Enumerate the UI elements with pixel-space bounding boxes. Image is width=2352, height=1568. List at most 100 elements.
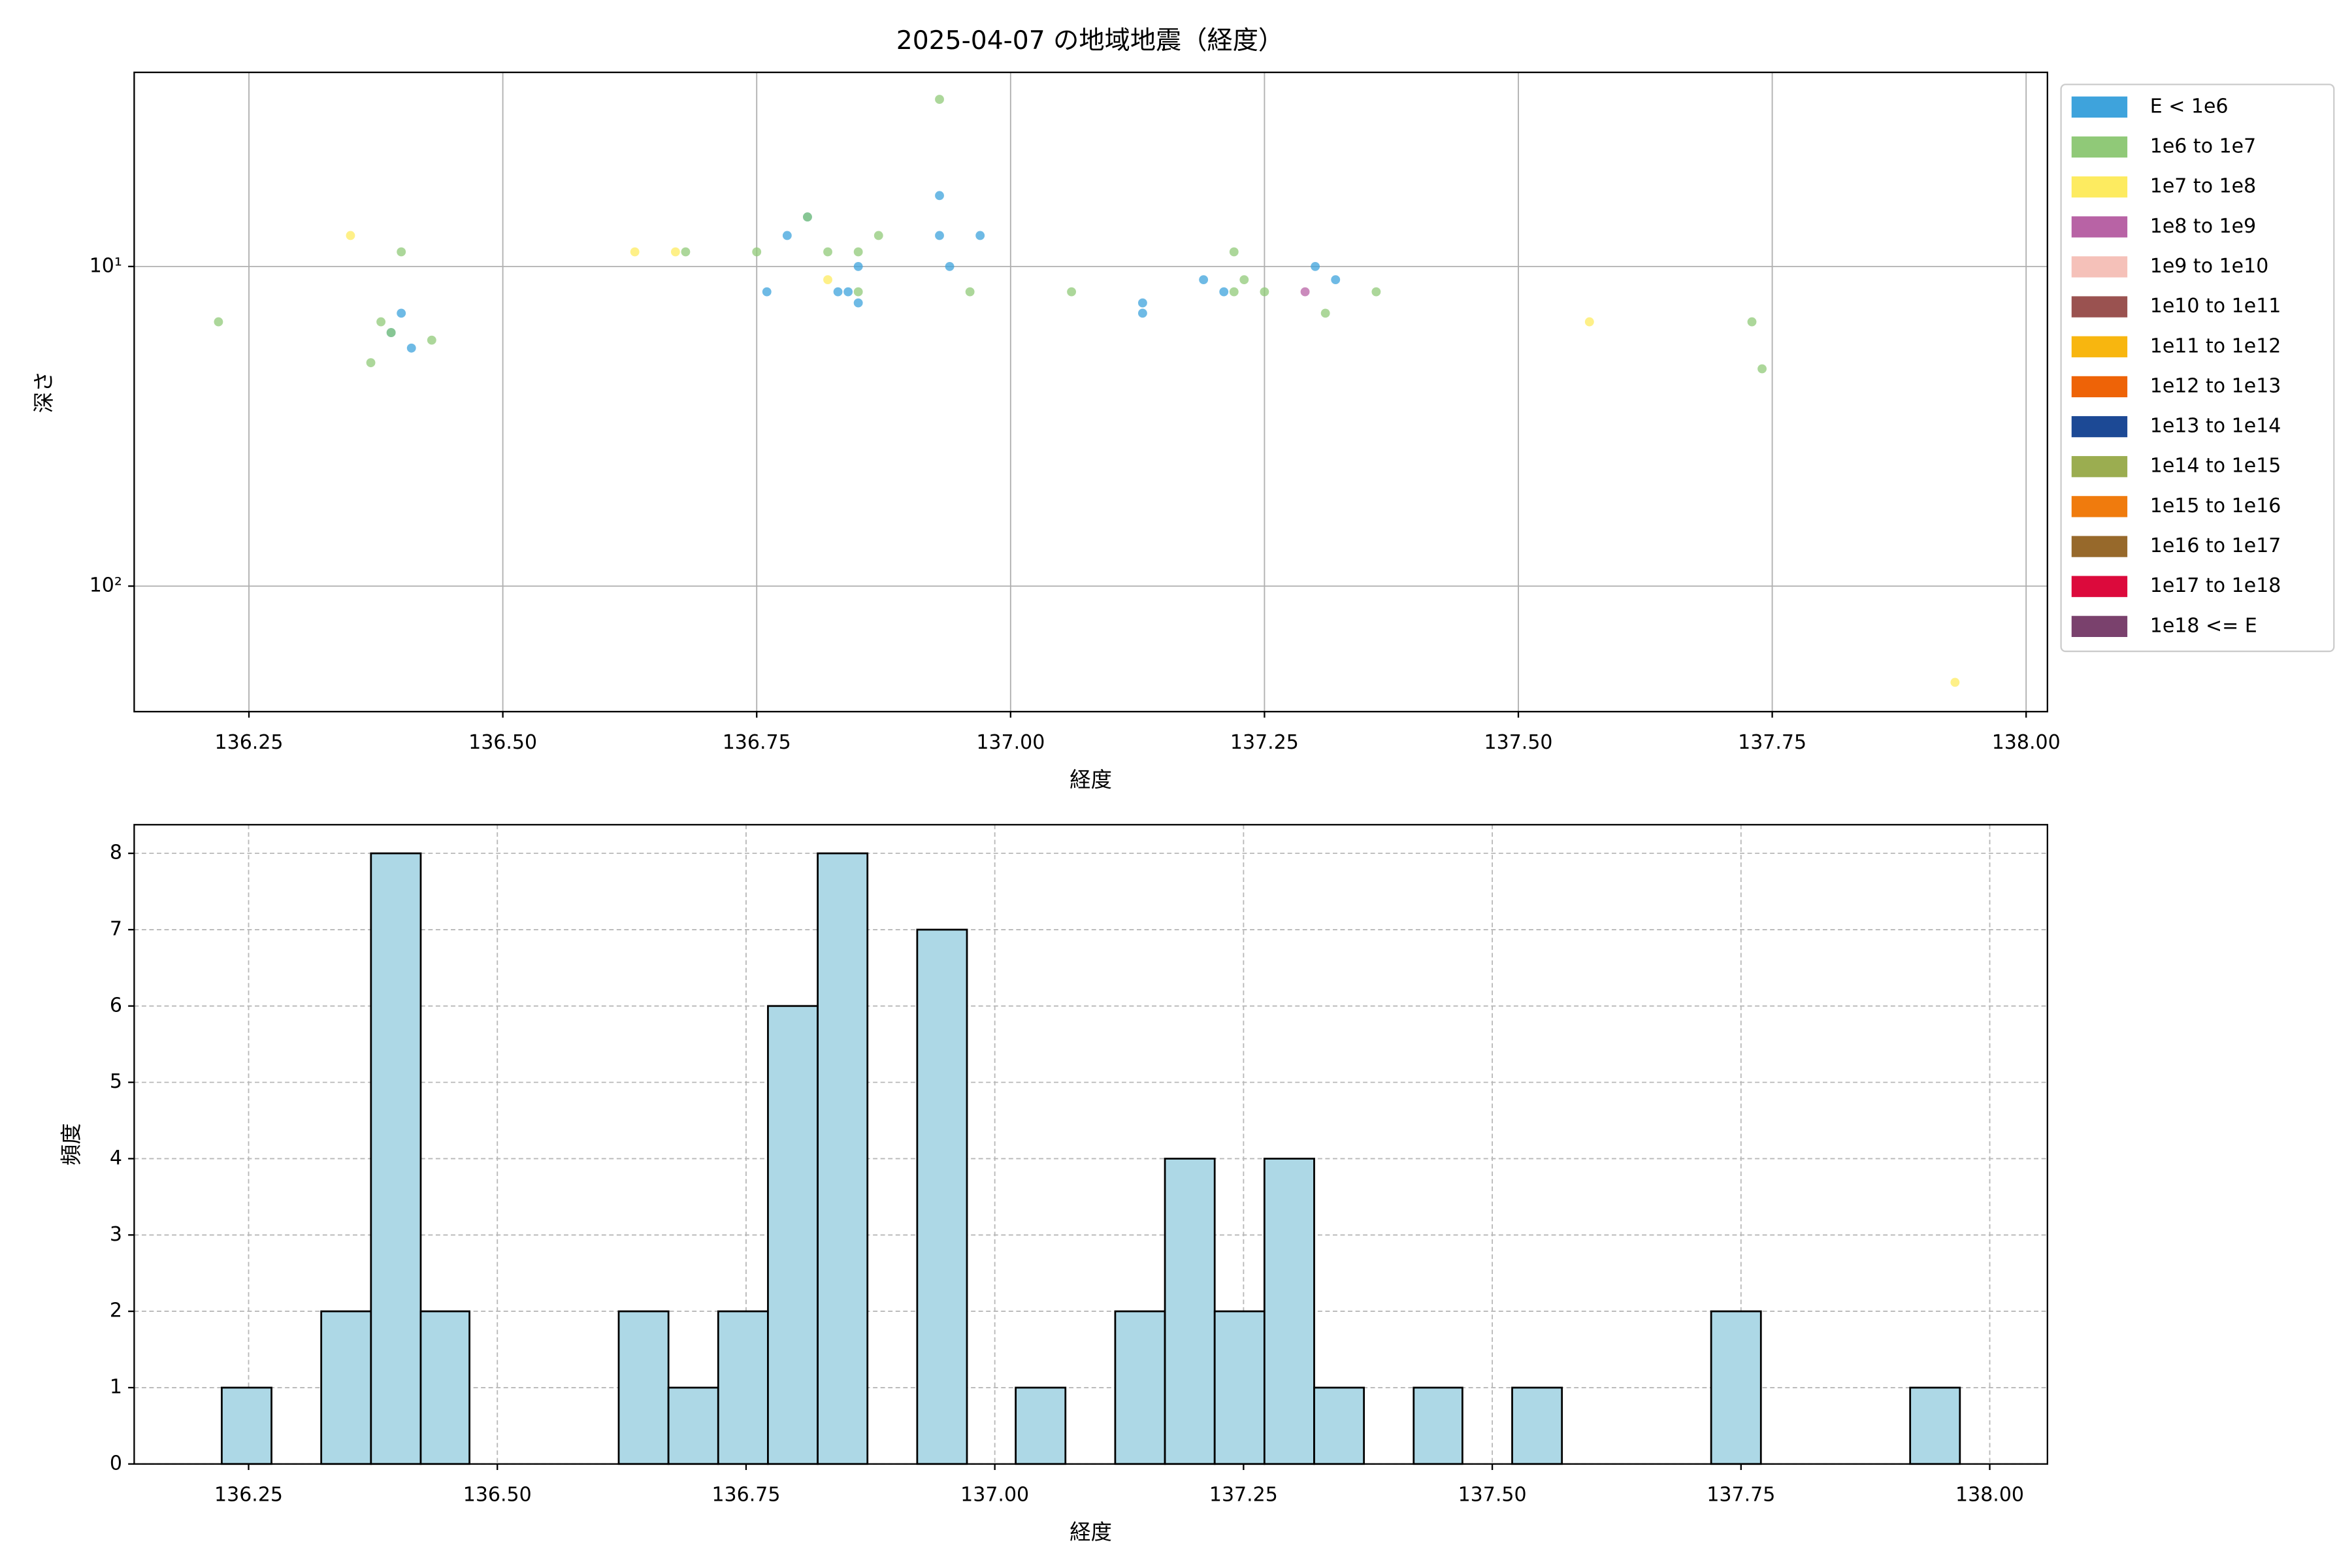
legend-label: 1e10 to 1e11 <box>2150 295 2281 318</box>
scatter-point <box>1229 287 1239 297</box>
scatter-point <box>853 247 863 257</box>
legend-swatch <box>2071 416 2128 438</box>
scatter-point <box>1320 308 1330 318</box>
scatter-point <box>843 287 853 297</box>
x-tick-label: 136.50 <box>463 1484 532 1507</box>
histogram-bar <box>667 1386 719 1465</box>
histogram-bar <box>221 1386 272 1465</box>
y-tick-label: 10¹ <box>90 254 122 277</box>
scatter-point <box>1950 678 1960 687</box>
scatter-point <box>823 275 832 285</box>
scatter-point <box>823 247 832 257</box>
x-tick-label: 137.50 <box>1484 731 1553 754</box>
y-tick-label: 3 <box>110 1223 122 1246</box>
y-tick-label: 4 <box>110 1147 122 1169</box>
scatter-point <box>1067 287 1077 297</box>
scatter-point <box>1260 287 1269 297</box>
axes-frame <box>133 71 2048 713</box>
legend-swatch <box>2071 576 2128 597</box>
scatter-point <box>1300 287 1310 297</box>
scatter-point <box>1239 275 1249 285</box>
scatter-point <box>975 231 985 240</box>
legend-swatch <box>2071 136 2128 158</box>
y-tick-label: 6 <box>110 994 122 1017</box>
histogram-bar <box>1213 1310 1266 1465</box>
x-tick-label: 136.50 <box>468 731 537 754</box>
histogram-bar <box>419 1310 470 1465</box>
scatter-point <box>1137 308 1147 318</box>
histogram-bar <box>1114 1310 1166 1465</box>
scatter-point <box>833 287 843 297</box>
legend-label: 1e6 to 1e7 <box>2150 135 2256 158</box>
legend-label: 1e7 to 1e8 <box>2150 175 2256 198</box>
scatter-point <box>782 231 792 240</box>
legend-swatch <box>2071 96 2128 118</box>
scatter-point <box>397 308 406 318</box>
legend-label: 1e13 to 1e14 <box>2150 415 2281 438</box>
legend-swatch <box>2071 496 2128 517</box>
scatter-point <box>1747 317 1757 327</box>
scatter-point <box>935 95 944 104</box>
scatter-point <box>1137 298 1147 308</box>
legend-label: 1e14 to 1e15 <box>2150 455 2281 478</box>
scatter-point <box>1219 287 1229 297</box>
x-tick-label: 136.75 <box>711 1484 780 1507</box>
x-tick-label: 136.75 <box>723 731 791 754</box>
x-tick-label: 137.25 <box>1230 731 1299 754</box>
scatter-point <box>762 287 772 297</box>
legend-label: 1e15 to 1e16 <box>2150 495 2281 517</box>
histogram-bar <box>1909 1386 1961 1465</box>
axes-frame <box>133 824 2048 1465</box>
histogram-bar <box>1313 1386 1365 1465</box>
scatter-point <box>630 247 640 257</box>
histogram-bar <box>717 1310 769 1465</box>
scatter-point <box>752 247 762 257</box>
histogram-bar <box>320 1310 372 1465</box>
x-tick-label: 137.00 <box>960 1484 1029 1507</box>
histogram-bar <box>817 852 869 1465</box>
x-tick-label: 137.00 <box>976 731 1045 754</box>
x-tick-label: 136.25 <box>215 731 284 754</box>
histogram-bar <box>1413 1386 1463 1465</box>
scatter-point <box>1757 364 1767 374</box>
histogram-bar <box>1263 1158 1315 1465</box>
scatter-point <box>397 247 406 257</box>
histogram-bar <box>1164 1158 1216 1465</box>
histogram-bar <box>617 1310 670 1465</box>
y-tick-label: 0 <box>110 1452 122 1475</box>
scatter-point <box>427 335 436 345</box>
x-axis-label: 経度 <box>1070 767 1112 792</box>
legend-label: 1e11 to 1e12 <box>2150 335 2281 357</box>
legend-swatch <box>2071 216 2128 238</box>
legend-swatch <box>2071 296 2128 318</box>
y-tick-label: 1 <box>110 1375 122 1398</box>
scatter-point <box>366 358 376 368</box>
y-tick-label: 2 <box>110 1299 122 1322</box>
x-tick-label: 138.00 <box>1992 731 2061 754</box>
legend-label: 1e12 to 1e13 <box>2150 374 2281 397</box>
scatter-point <box>214 317 223 327</box>
scatter-point <box>376 317 386 327</box>
legend-label: E < 1e6 <box>2150 95 2229 118</box>
scatter-point <box>803 212 812 222</box>
legend-swatch <box>2071 336 2128 357</box>
scatter-point <box>1229 247 1239 257</box>
legend-swatch <box>2071 615 2128 637</box>
histogram-bar <box>1710 1310 1762 1465</box>
scatter-point <box>1199 275 1209 285</box>
scatter-point <box>1331 275 1341 285</box>
scatter-point <box>853 298 863 308</box>
legend-swatch <box>2071 536 2128 557</box>
histogram-bar <box>1511 1386 1563 1465</box>
legend-swatch <box>2071 256 2128 278</box>
x-tick-label: 137.50 <box>1458 1484 1527 1507</box>
y-tick-label: 5 <box>110 1070 122 1093</box>
scatter-point <box>1371 287 1381 297</box>
legend-swatch <box>2071 376 2128 398</box>
legend-box <box>2060 84 2335 653</box>
scatter-point <box>406 343 416 353</box>
y-axis-label: 頻度 <box>59 1123 84 1166</box>
scatter-point <box>874 231 883 240</box>
chart-title: 2025-04-07 の地域地震（経度） <box>896 26 1284 56</box>
